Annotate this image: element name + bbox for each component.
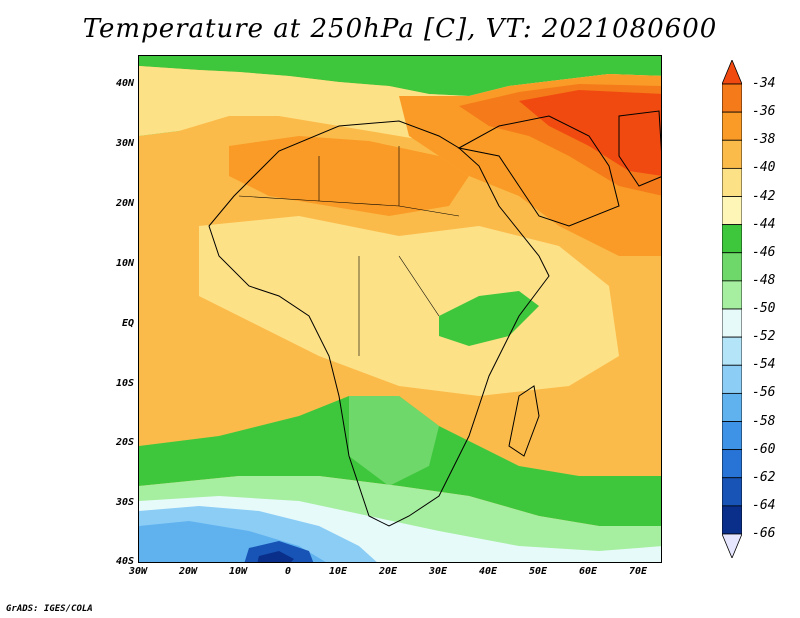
lat-label-40n: 40N: [115, 78, 134, 89]
temperature-field: [139, 56, 661, 562]
country-borders: [318, 146, 440, 356]
colorbar-cell: [722, 224, 742, 254]
field-pale-central: [199, 216, 619, 396]
colorbar-label: -38: [752, 132, 776, 148]
field-green-east-africa: [439, 291, 539, 346]
arabia-coastline: [457, 115, 620, 227]
lat-label-40s: 40S: [115, 556, 134, 567]
colorbar-cell: [722, 477, 742, 507]
lon-label-20w: 20W: [178, 566, 198, 577]
colorbar-label: -54: [752, 357, 776, 373]
field-red-core: [519, 90, 661, 176]
colorbar-label: -58: [752, 413, 776, 429]
lat-label-eq: EQ: [121, 318, 134, 329]
colorbar-cell: [722, 449, 742, 479]
lat-label-20s: 20S: [115, 437, 134, 448]
field-green-north: [139, 56, 661, 96]
lon-label-40e: 40E: [478, 566, 498, 577]
colorbar-label: -52: [752, 329, 776, 345]
asia-coastline: [618, 110, 661, 187]
colorbar-label: -40: [752, 160, 776, 176]
lat-label-10n: 10N: [115, 258, 134, 269]
colorbar-label: -46: [752, 244, 776, 260]
colorbar-cell: [722, 336, 742, 366]
lon-label-60e: 60E: [578, 566, 598, 577]
lon-label-30e: 30E: [428, 566, 448, 577]
lon-label-10e: 10E: [328, 566, 348, 577]
lon-label-10w: 10W: [228, 566, 248, 577]
lat-label-30n: 30N: [115, 138, 134, 149]
colorbar-label: -50: [752, 301, 776, 316]
colorbar-cell: [722, 111, 742, 141]
colorbar-label: -48: [752, 272, 776, 288]
colorbar: [722, 60, 742, 558]
field-light-green-southern-africa: [349, 396, 439, 486]
lon-label-0: 0: [284, 566, 292, 577]
colorbar-cell: [722, 83, 742, 113]
colorbar-label: -62: [752, 469, 776, 485]
colorbar-label: -66: [752, 526, 776, 541]
colorbar-cell: [722, 421, 742, 451]
colorbar-cell: [722, 505, 742, 535]
colorbar-label: -64: [752, 497, 776, 513]
field-orange-sahara: [229, 136, 469, 216]
lon-label-50e: 50E: [528, 566, 548, 577]
country-border-sahel: [238, 195, 460, 217]
colorbar-label: -60: [752, 441, 776, 457]
credit-text: GrADS: IGES/COLA: [6, 604, 93, 614]
colorbar-cell: [722, 364, 742, 394]
colorbar-label: -42: [752, 188, 776, 204]
lon-label-20e: 20E: [378, 566, 398, 577]
lon-label-30w: 30W: [128, 566, 148, 577]
colorbar-label: -44: [752, 216, 776, 232]
map-title: Temperature at 250hPa [C], VT: 202108060…: [82, 14, 718, 44]
colorbar-label: -34: [752, 76, 776, 91]
lat-label-10s: 10S: [115, 378, 134, 389]
field-navy-core: [257, 551, 294, 562]
colorbar-cell: [722, 167, 742, 197]
colorbar-cell: [722, 308, 742, 338]
lon-label-70e: 70E: [628, 566, 648, 577]
colorbar-top-triangle: [722, 60, 742, 85]
lat-label-20n: 20N: [115, 198, 134, 209]
colorbar-cell: [722, 280, 742, 310]
colorbar-cell: [722, 392, 742, 422]
colorbar-cell: [722, 196, 742, 226]
colorbar-cell: [722, 139, 742, 169]
colorbar-label: -36: [752, 104, 776, 120]
lat-label-30s: 30S: [115, 497, 134, 508]
africa-coastline: [208, 120, 550, 527]
colorbar-cell: [722, 252, 742, 282]
colorbar-label: -56: [752, 385, 776, 401]
map-area: [138, 55, 662, 563]
madagascar-coastline: [508, 385, 540, 457]
colorbar-bottom-triangle: [722, 533, 742, 558]
